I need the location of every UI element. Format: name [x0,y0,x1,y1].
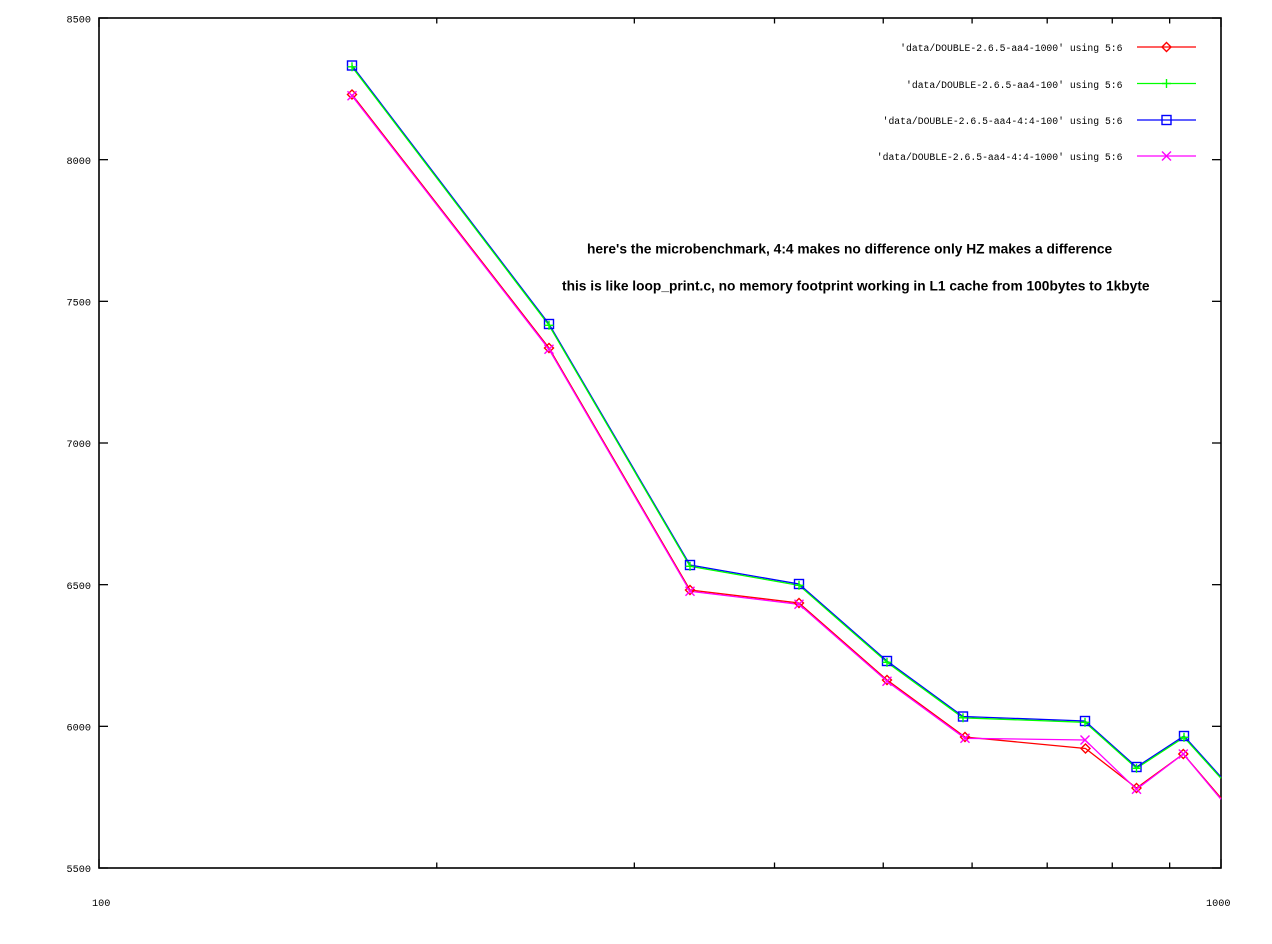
svg-text:'data/DOUBLE-2.6.5-aa4-4:4-100: 'data/DOUBLE-2.6.5-aa4-4:4-1000' using 5… [877,152,1123,163]
svg-text:100: 100 [92,899,110,910]
svg-text:'data/DOUBLE-2.6.5-aa4-4:4-100: 'data/DOUBLE-2.6.5-aa4-4:4-100' using 5:… [883,116,1123,127]
svg-text:8000: 8000 [67,157,91,168]
svg-text:8500: 8500 [67,16,91,27]
svg-text:5500: 5500 [67,865,91,876]
svg-text:'data/DOUBLE-2.6.5-aa4-100' us: 'data/DOUBLE-2.6.5-aa4-100' using 5:6 [906,80,1123,91]
svg-text:this is like loop_print.c, no: this is like loop_print.c, no memory foo… [562,278,1150,293]
svg-text:7500: 7500 [67,299,91,310]
svg-text:6000: 6000 [67,724,91,735]
svg-text:6500: 6500 [67,582,91,593]
svg-text:7000: 7000 [67,440,91,451]
svg-text:here's the microbenchmark, 4:4: here's the microbenchmark, 4:4 makes no … [587,242,1113,257]
svg-text:'data/DOUBLE-2.6.5-aa4-1000' u: 'data/DOUBLE-2.6.5-aa4-1000' using 5:6 [900,43,1122,54]
svg-text:1000: 1000 [1206,899,1230,910]
